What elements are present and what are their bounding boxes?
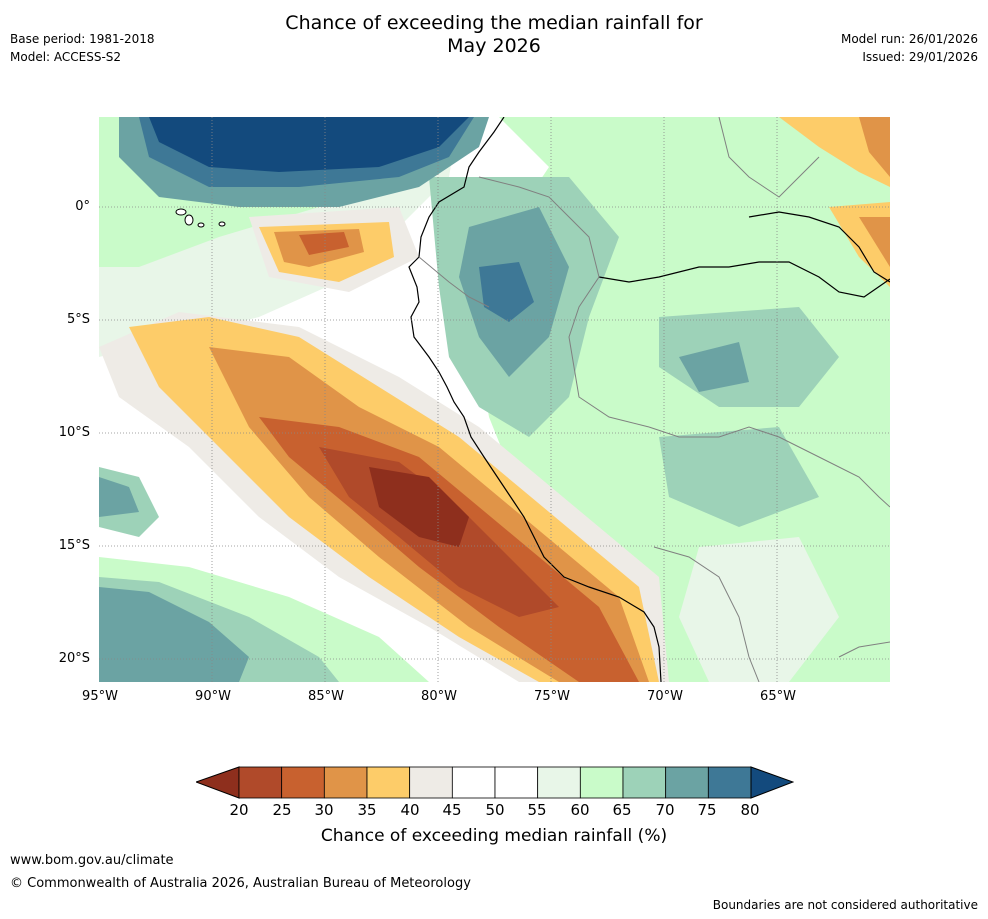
- colorbar-label-70: 70: [655, 801, 675, 819]
- colorbar-segment-6: [451, 766, 496, 799]
- colorbar-segments: [238, 766, 752, 799]
- region-land-teal-d: [679, 342, 749, 392]
- colorbar-segment-1: [238, 766, 283, 799]
- galapagos-island-1: [175, 208, 187, 216]
- colorbar-label-55: 55: [527, 801, 547, 819]
- colorbar-segment-8: [537, 766, 581, 799]
- colorbar-label-25: 25: [272, 801, 292, 819]
- map-title-line2: May 2026: [447, 35, 541, 57]
- region-land-teal-e: [659, 427, 819, 527]
- model-name: Model: ACCESS-S2: [10, 50, 122, 64]
- region-dry-darkest: [369, 467, 469, 547]
- region-land-lightgreen-south: [679, 537, 839, 682]
- lon-tick-75w: 75°W: [534, 689, 570, 704]
- colorbar-arrow-left: [196, 766, 240, 799]
- rainfall-map: [99, 117, 890, 682]
- region-ne-dark-orange: [859, 117, 890, 177]
- colorbar-segment-7: [494, 766, 539, 799]
- lat-tick-15s: 15°S: [58, 538, 90, 553]
- colorbar-segment-9: [579, 766, 624, 799]
- footer-disclaimer: Boundaries are not considered authoritat…: [712, 898, 978, 912]
- footer-copyright: © Commonwealth of Australia 2026, Austra…: [10, 876, 471, 891]
- colorbar-label-30: 30: [314, 801, 334, 819]
- country-boundary-f: [838, 641, 890, 658]
- colorbar-segment-11: [665, 766, 709, 799]
- country-boundary-c: [648, 426, 890, 508]
- colorbar-title: Chance of exceeding median rainfall (%): [320, 826, 668, 846]
- colorbar-segment-10: [622, 766, 667, 799]
- grid-lines: [99, 117, 890, 682]
- footer-url[interactable]: www.bom.gov.au/climate: [10, 853, 174, 868]
- river: [598, 261, 890, 298]
- lon-tick-90w: 90°W: [195, 689, 231, 704]
- colorbar: [196, 766, 794, 799]
- region-land-dark-teal: [479, 262, 534, 322]
- lon-tick-70w: 70°W: [647, 689, 683, 704]
- colorbar-label-75: 75: [697, 801, 717, 819]
- colorbar-label-40: 40: [400, 801, 420, 819]
- issued-date: Issued: 29/01/2026: [862, 50, 978, 64]
- lat-tick-20s: 20°S: [58, 651, 90, 666]
- region-sw-dark-teal: [99, 587, 249, 682]
- colorbar-segment-5: [409, 766, 453, 799]
- galapagos-island-2: [184, 214, 194, 226]
- colorbar-label-35: 35: [357, 801, 377, 819]
- colorbar-label-80: 80: [740, 801, 760, 819]
- meta-left: Base period: 1981-2018 Model: ACCESS-S2: [10, 30, 155, 66]
- region-ne-orange: [779, 117, 890, 187]
- map-title-line1: Chance of exceeding the median rainfall …: [285, 12, 703, 34]
- colorbar-label-50: 50: [485, 801, 505, 819]
- country-boundary-e: [718, 117, 820, 198]
- coastline: [408, 117, 662, 682]
- map-title: Chance of exceeding the median rainfall …: [0, 12, 988, 58]
- region-ocean-darkest-blue: [149, 117, 469, 172]
- galapagos-islands: [175, 208, 226, 228]
- colorbar-label-20: 20: [229, 801, 249, 819]
- galapagos-island-4: [218, 221, 226, 227]
- lon-tick-85w: 85°W: [308, 689, 344, 704]
- lat-tick-5s: 5°S: [66, 312, 90, 327]
- colorbar-arrow-right: [750, 766, 794, 799]
- lat-tick-0: 0°: [75, 199, 90, 214]
- colorbar-segment-4: [366, 766, 411, 799]
- region-w-dark-teal: [99, 477, 139, 517]
- galapagos-island-3: [197, 222, 205, 228]
- colorbar-segment-12: [707, 766, 752, 799]
- colorbar-label-45: 45: [442, 801, 462, 819]
- country-boundary-b: [418, 256, 490, 308]
- region-ne-dark-orange-b: [859, 217, 890, 267]
- region-equator-red: [299, 232, 349, 255]
- colorbar-segment-2: [281, 766, 325, 799]
- country-boundary-d: [653, 546, 760, 682]
- lon-tick-95w: 95°W: [82, 689, 118, 704]
- lon-tick-80w: 80°W: [421, 689, 457, 704]
- lat-tick-10s: 10°S: [58, 425, 90, 440]
- lon-tick-65w: 65°W: [760, 689, 796, 704]
- model-run: Model run: 26/01/2026: [840, 32, 978, 46]
- colorbar-label-60: 60: [570, 801, 590, 819]
- meta-right: Model run: 26/01/2026 Issued: 29/01/2026: [841, 30, 978, 66]
- base-period: Base period: 1981-2018: [10, 32, 155, 46]
- colorbar-label-65: 65: [612, 801, 632, 819]
- northern-coast: [748, 211, 890, 283]
- colorbar-segment-3: [323, 766, 368, 799]
- country-boundary-a: [478, 176, 650, 428]
